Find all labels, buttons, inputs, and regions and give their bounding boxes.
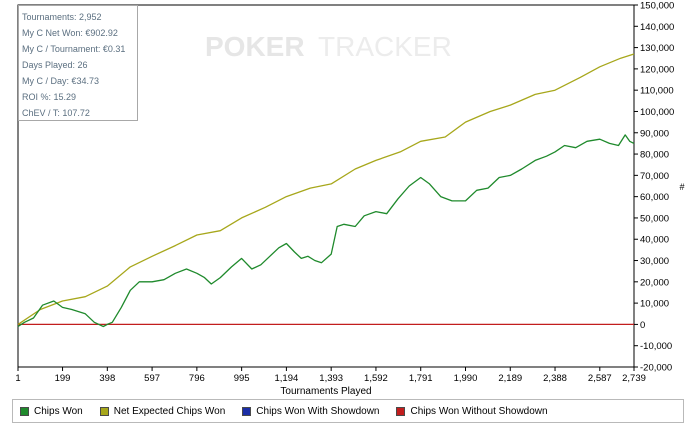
stat-tournaments: Tournaments: 2,952 — [22, 12, 102, 22]
x-tick-label: 1,592 — [364, 373, 388, 384]
x-tick-label: 1,990 — [454, 373, 478, 384]
y-tick-label: 40,000 — [640, 235, 669, 246]
y-tick-label: 130,000 — [640, 43, 674, 54]
legend-swatch-net-expected — [99, 406, 109, 416]
legend-swatch-chips-won — [20, 406, 29, 416]
stat-net-won: My C Net Won: €902.92 — [22, 28, 118, 38]
series-line-net-expected-chips-won — [17, 53, 635, 325]
x-tick-label: 1,194 — [275, 373, 299, 384]
x-tick-label: 2,388 — [543, 373, 567, 384]
x-tick-label: 995 — [234, 373, 250, 384]
y-tick-label: 20,000 — [640, 277, 669, 288]
y-axis-label: # — [679, 182, 684, 192]
x-tick-label: 2,189 — [498, 373, 522, 384]
legend-label: Net Expected Chips Won — [113, 405, 226, 417]
watermark-poker: POKER — [205, 31, 305, 62]
y-tick-label: 90,000 — [640, 128, 669, 139]
y-tick-label: 140,000 — [640, 22, 674, 33]
legend-item-net-expected[interactable]: Net Expected Chips Won — [99, 405, 226, 417]
legend-item-with-showdown[interactable]: Chips Won With Showdown — [242, 406, 379, 417]
watermark-tracker: TRACKER — [318, 31, 452, 62]
y-tick-label: 120,000 — [640, 64, 674, 75]
stat-roi: ROI %: 15.29 — [22, 92, 77, 102]
y-tick-label: 100,000 — [640, 107, 674, 118]
legend-swatch-with-showdown — [242, 406, 252, 416]
stats-box: Tournaments: 2,952 My C Net Won: €902.92… — [18, 5, 138, 121]
y-tick-label: 110,000 — [640, 86, 674, 97]
y-tick-label: 50,000 — [640, 213, 669, 224]
x-tick-label: 1,393 — [319, 373, 343, 384]
x-tick-label: 1,791 — [409, 373, 433, 384]
y-tick-label: 80,000 — [640, 150, 669, 161]
y-tick-label: 70,000 — [640, 171, 669, 182]
watermark: POKER TRACKER — [205, 31, 452, 62]
x-tick-label: 796 — [189, 373, 205, 384]
plot-area — [17, 4, 635, 368]
legend-label: Chips Won — [34, 405, 83, 417]
x-axis-label: Tournaments Played — [280, 386, 371, 397]
y-tick-label: -20,000 — [640, 363, 672, 374]
stat-per-tournament: My C / Tournament: €0.31 — [22, 44, 126, 54]
x-tick-label: 398 — [99, 373, 115, 384]
y-tick-label: 0 — [640, 320, 645, 331]
y-tick-label: -10,000 — [640, 341, 672, 352]
stat-days-played: Days Played: 26 — [22, 60, 88, 70]
legend-item-without-showdown[interactable]: Chips Won Without Showdown — [396, 405, 548, 417]
series-group — [17, 53, 635, 328]
x-tick-label: 597 — [144, 373, 160, 384]
y-tick-label: 30,000 — [640, 256, 669, 267]
x-axis: 1 199 398 597 796 995 1,194 1,393 1,592 1,791 1,99… — [15, 367, 646, 384]
legend-label: Chips Won Without Showdown — [410, 405, 548, 417]
stat-per-day: My C / Day: €34.73 — [22, 76, 100, 86]
y-tick-label: 60,000 — [640, 192, 669, 203]
y-axis: -20,000 -10,000 0 10,000 20,000 30,000 40,000 5… — [634, 1, 674, 374]
y-tick-label: 150,000 — [640, 1, 674, 12]
legend-label: Chips Won With Showdown — [256, 405, 380, 417]
y-tick-label: 10,000 — [640, 299, 669, 310]
series-line-chips-won — [17, 134, 635, 328]
legend-swatch-without-showdown — [396, 406, 406, 416]
stat-chev: ChEV / T: 107.72 — [22, 108, 90, 118]
x-tick-label: 199 — [55, 373, 71, 384]
x-tick-label: 2,587 — [588, 373, 612, 384]
legend-item-chips-won[interactable]: Chips Won — [20, 406, 83, 417]
legend: Chips Won Net Expected Chips Won Chips W… — [12, 399, 684, 423]
x-tick-label: 2,739 — [622, 373, 646, 384]
x-tick-label: 1 — [15, 373, 20, 384]
